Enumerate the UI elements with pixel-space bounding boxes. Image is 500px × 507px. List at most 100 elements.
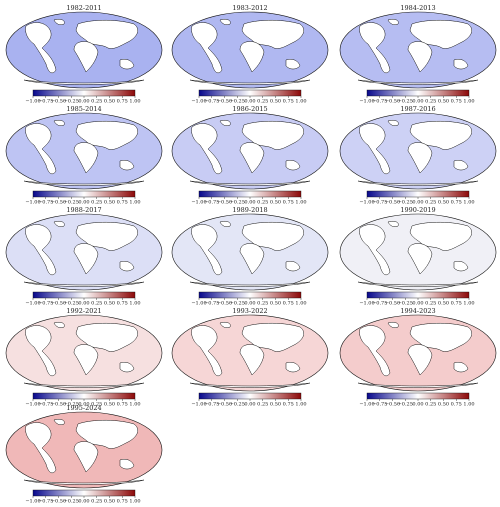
map-panel: 1990-2019 −1.00−0.75−0.50−0.25 0.00 0.25 0.5… — [339, 206, 497, 307]
colorbar-tick-label: 0.25 — [425, 99, 436, 105]
colorbar-tick-label: −0.75 — [38, 200, 53, 206]
colorbar — [198, 89, 302, 97]
colorbar-tick-label: −1.00 — [359, 301, 374, 307]
colorbar-tick-label: 1.00 — [463, 99, 474, 105]
colorbar-tick-label: −0.50 — [51, 402, 66, 408]
colorbar-tick-label: −1.00 — [191, 200, 206, 206]
colorbar-tick-label: 0.00 — [78, 499, 89, 504]
colorbar-tick-label: 0.25 — [91, 200, 102, 206]
colorbar-tick-label: −0.50 — [217, 99, 232, 105]
colorbar-tick-label: 0.50 — [104, 99, 115, 105]
colorbar — [198, 392, 302, 400]
colorbar-tick-label: −1.00 — [191, 301, 206, 307]
map-panel: 1985-2014 −1.00−0.75−0.50−0.25 0.00 0.25 0.5… — [5, 105, 163, 206]
colorbar-tick-label: 0.50 — [104, 499, 115, 504]
colorbar — [198, 291, 302, 299]
colorbar-tick-label: −0.75 — [38, 499, 53, 504]
colorbar-tick-label: −0.75 — [204, 200, 219, 206]
colorbar-tick-label: −0.25 — [64, 301, 79, 307]
colorbar-tick-label: 0.50 — [438, 99, 449, 105]
colorbar-tick-label: 1.00 — [129, 99, 140, 105]
map-panel: 1983-2012 −1.00−0.75−0.50−0.25 0.00 0.25 0.5… — [171, 4, 329, 105]
colorbar-tick-label: −0.75 — [372, 402, 387, 408]
colorbar-tick-label: 0.25 — [257, 402, 268, 408]
colorbar-tick-label: −0.25 — [230, 301, 245, 307]
colorbar-tick-label: 0.50 — [104, 402, 115, 408]
colorbar-tick-label: 0.50 — [104, 200, 115, 206]
colorbar-tick-label: 0.50 — [270, 402, 281, 408]
colorbar-tick-label: −0.75 — [38, 99, 53, 105]
colorbar-tick-label: −0.50 — [385, 99, 400, 105]
colorbar-tick-label: −0.25 — [230, 402, 245, 408]
colorbar-tick-label: −0.75 — [204, 99, 219, 105]
colorbar — [366, 291, 470, 299]
colorbar-tick-label: 0.75 — [283, 402, 294, 408]
colorbar-tick-label: 0.75 — [451, 402, 462, 408]
panel-title: 1988-2017 — [66, 206, 101, 214]
map-panel: 1995-2024−1.00−0.75−0.50−0.25 0.00 0.25 0.5… — [5, 404, 163, 505]
colorbar-tick-label: 0.75 — [117, 402, 128, 408]
colorbar-tick-label: 0.00 — [244, 402, 255, 408]
colorbar-tick-label: 0.75 — [117, 499, 128, 504]
colorbar-tick-label: 0.75 — [283, 200, 294, 206]
colorbar-tick-label: 0.75 — [451, 99, 462, 105]
colorbar-tick-label: 0.25 — [425, 402, 436, 408]
colorbar-tick-label: −0.50 — [217, 402, 232, 408]
colorbar-tick-label: 0.00 — [412, 402, 423, 408]
panel-title: 1985-2014 — [66, 105, 101, 113]
panel-title: 1986-2015 — [232, 105, 267, 113]
colorbar-tick-label: 0.25 — [91, 301, 102, 307]
colorbar-tick-label: −0.50 — [385, 301, 400, 307]
colorbar — [32, 392, 136, 400]
colorbar-tick-label: −0.25 — [64, 402, 79, 408]
colorbar-tick-label: 0.00 — [78, 301, 89, 307]
colorbar-tick-label: 0.00 — [78, 99, 89, 105]
panel-title: 1989-2018 — [232, 206, 267, 214]
colorbar-tick-label: 0.75 — [117, 99, 128, 105]
colorbar-tick-label: −0.25 — [398, 402, 413, 408]
colorbar-tick-label: −0.50 — [51, 301, 66, 307]
colorbar — [366, 89, 470, 97]
colorbar-tick-label: 0.75 — [283, 99, 294, 105]
colorbar-tick-label: 0.25 — [257, 200, 268, 206]
colorbar-tick-label: −1.00 — [25, 301, 40, 307]
colorbar-tick-label: 0.75 — [451, 200, 462, 206]
map-panel: 1994-2023 −1.00−0.75−0.50−0.25 0.00 0.25 0.5… — [339, 307, 497, 408]
colorbar-tick-label: −0.25 — [64, 200, 79, 206]
colorbar-tick-label: 0.00 — [78, 200, 89, 206]
map-panel: 1986-2015 −1.00−0.75−0.50−0.25 0.00 0.25 0.5… — [171, 105, 329, 206]
panel-title: 1984-2013 — [400, 4, 435, 12]
colorbar-tick-label: −0.25 — [398, 99, 413, 105]
panel-title: 1990-2019 — [400, 206, 435, 214]
colorbar-tick-label: 1.00 — [463, 200, 474, 206]
colorbar-tick-label: 1.00 — [295, 402, 306, 408]
panel-title: 1992-2021 — [66, 307, 101, 315]
panel-title: 1983-2012 — [232, 4, 267, 12]
panel-title: 1994-2023 — [400, 307, 435, 315]
colorbar-tick-label: 0.50 — [104, 301, 115, 307]
colorbar — [366, 392, 470, 400]
colorbar-tick-label: 0.75 — [451, 301, 462, 307]
colorbar-tick-label: 0.00 — [412, 99, 423, 105]
colorbar — [32, 190, 136, 198]
colorbar-tick-label: 0.75 — [117, 200, 128, 206]
colorbar-tick-label: 0.25 — [91, 499, 102, 504]
colorbar-tick-label: −0.75 — [38, 402, 53, 408]
colorbar-tick-label: 0.50 — [438, 301, 449, 307]
colorbar-tick-label: 0.75 — [117, 301, 128, 307]
colorbar-tick-label: −1.00 — [25, 402, 40, 408]
colorbar-tick-label: −0.50 — [51, 200, 66, 206]
map-panel: 1989-2018 −1.00−0.75−0.50−0.25 0.00 0.25 0.5… — [171, 206, 329, 307]
map-panel: 1982-2011 −1.00−0.75−0.50−0.25 0.00 0.25 0.5… — [5, 4, 163, 105]
colorbar-tick-label: 0.50 — [270, 301, 281, 307]
colorbar-tick-label: −1.00 — [359, 99, 374, 105]
colorbar-tick-label: −1.00 — [25, 499, 40, 504]
colorbar-tick-label: −0.75 — [204, 402, 219, 408]
colorbar — [32, 89, 136, 97]
colorbar-tick-label: −0.75 — [372, 301, 387, 307]
colorbar — [32, 489, 136, 497]
colorbar-tick-label: 1.00 — [295, 99, 306, 105]
colorbar-tick-label: 1.00 — [295, 200, 306, 206]
colorbar-tick-label: −0.50 — [385, 402, 400, 408]
